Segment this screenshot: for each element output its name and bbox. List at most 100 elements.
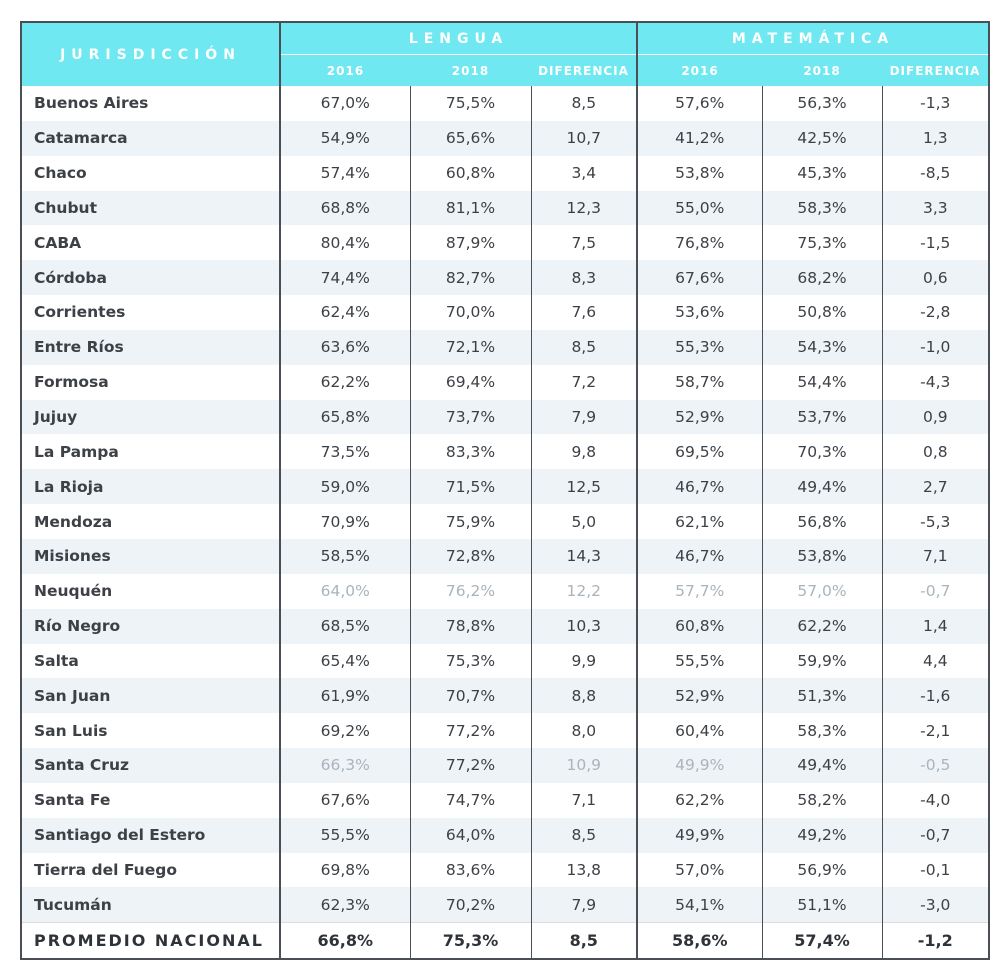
- total-lengua-2018-cell: 75,3%: [409, 922, 531, 960]
- jurisdiccion-cell: Chubut: [21, 190, 281, 226]
- lengua-diferencia-cell: 10,9: [530, 748, 638, 783]
- header-matematica-2016: 2016: [636, 54, 763, 86]
- matematica-2016-cell: 62,2%: [636, 782, 763, 818]
- matematica-diferencia-cell: -1,0: [881, 329, 990, 365]
- lengua-2016-cell: 65,8%: [279, 399, 410, 435]
- lengua-2018-cell: 77,2%: [409, 748, 531, 783]
- matematica-2016-cell: 53,6%: [636, 295, 763, 330]
- matematica-2018-cell: 54,4%: [761, 364, 883, 400]
- table-row: Tierra del Fuego 69,8% 83,6% 13,8 57,0% 56,9%…: [21, 852, 990, 888]
- lengua-2016-cell: 59,0%: [279, 469, 410, 505]
- lengua-2016-cell: 62,3%: [279, 887, 410, 923]
- matematica-2018-cell: 53,8%: [761, 538, 883, 574]
- table-row: Misiones 58,5% 72,8% 14,3 46,7% 53,8% 7,1: [21, 538, 990, 574]
- lengua-2016-cell: 73,5%: [279, 434, 410, 470]
- header-jurisdiccion: JURISDICCIÓN: [21, 22, 281, 86]
- matematica-2016-cell: 62,1%: [636, 504, 763, 539]
- jurisdiccion-cell: Misiones: [21, 538, 281, 574]
- matematica-2016-cell: 55,5%: [636, 643, 763, 679]
- matematica-2016-cell: 58,7%: [636, 364, 763, 400]
- jurisdiccion-cell: Catamarca: [21, 120, 281, 156]
- matematica-diferencia-cell: -8,5: [881, 155, 990, 191]
- jurisdiccion-cell: Salta: [21, 643, 281, 679]
- lengua-2016-cell: 67,6%: [279, 782, 410, 818]
- header-lengua: LENGUA: [280, 22, 638, 55]
- header-matematica-diferencia: DIFERENCIA: [882, 54, 990, 86]
- table-row: Corrientes 62,4% 70,0% 7,6 53,6% 50,8% -2,8: [21, 295, 990, 330]
- lengua-2018-cell: 83,6%: [409, 852, 531, 888]
- matematica-2016-cell: 57,0%: [636, 852, 763, 888]
- header-lengua-2018: 2018: [410, 54, 531, 86]
- jurisdiccion-cell: Chaco: [21, 155, 281, 191]
- jurisdiccion-cell: Buenos Aires: [21, 86, 281, 121]
- lengua-diferencia-cell: 8,0: [530, 713, 638, 749]
- lengua-2018-cell: 75,3%: [409, 643, 531, 679]
- jurisdiccion-cell: Corrientes: [21, 295, 281, 330]
- jurisdiccion-cell: San Luis: [21, 713, 281, 749]
- matematica-diferencia-cell: 4,4: [881, 643, 990, 679]
- matematica-2016-cell: 69,5%: [636, 434, 763, 470]
- table-header: JURISDICCIÓN LENGUA MATEMÁTICA 2016 2018…: [21, 22, 990, 86]
- table-row: Salta 65,4% 75,3% 9,9 55,5% 59,9% 4,4: [21, 643, 990, 679]
- table-row: Santa Fe 67,6% 74,7% 7,1 62,2% 58,2% -4,0: [21, 782, 990, 818]
- lengua-diferencia-cell: 10,3: [530, 608, 638, 644]
- lengua-2016-cell: 61,9%: [279, 678, 410, 714]
- lengua-2016-cell: 65,4%: [279, 643, 410, 679]
- lengua-2016-cell: 63,6%: [279, 329, 410, 365]
- matematica-diferencia-cell: 1,4: [881, 608, 990, 644]
- lengua-diferencia-cell: 8,5: [530, 86, 638, 121]
- matematica-diferencia-cell: -1,3: [881, 86, 990, 121]
- matematica-2018-cell: 49,4%: [761, 748, 883, 783]
- matematica-2016-cell: 60,4%: [636, 713, 763, 749]
- matematica-2016-cell: 76,8%: [636, 225, 763, 261]
- lengua-2018-cell: 73,7%: [409, 399, 531, 435]
- table-row: Entre Ríos 63,6% 72,1% 8,5 55,3% 54,3% -1,0: [21, 329, 990, 365]
- lengua-diferencia-cell: 14,3: [530, 538, 638, 574]
- total-matematica-2018-cell: 57,4%: [761, 922, 883, 960]
- lengua-2018-cell: 75,5%: [409, 86, 531, 121]
- promedio-nacional-label: PROMEDIO NACIONAL: [21, 922, 281, 960]
- table-row: Río Negro 68,5% 78,8% 10,3 60,8% 62,2% 1,4: [21, 608, 990, 644]
- matematica-2016-cell: 53,8%: [636, 155, 763, 191]
- table-row: Mendoza 70,9% 75,9% 5,0 62,1% 56,8% -5,3: [21, 504, 990, 539]
- matematica-diferencia-cell: -2,1: [881, 713, 990, 749]
- matematica-diferencia-cell: 1,3: [881, 120, 990, 156]
- total-matematica-2016-cell: 58,6%: [636, 922, 763, 960]
- lengua-2016-cell: 67,0%: [279, 86, 410, 121]
- matematica-diferencia-cell: 0,9: [881, 399, 990, 435]
- table-body: Buenos Aires 67,0% 75,5% 8,5 57,6% 56,3% -1,3 …: [21, 86, 990, 960]
- jurisdiccion-cell: Córdoba: [21, 260, 281, 296]
- lengua-diferencia-cell: 8,3: [530, 260, 638, 296]
- table-row: Formosa 62,2% 69,4% 7,2 58,7% 54,4% -4,3: [21, 364, 990, 400]
- matematica-2018-cell: 54,3%: [761, 329, 883, 365]
- matematica-diferencia-cell: -4,3: [881, 364, 990, 400]
- matematica-2018-cell: 53,7%: [761, 399, 883, 435]
- matematica-2016-cell: 41,2%: [636, 120, 763, 156]
- lengua-2018-cell: 72,8%: [409, 538, 531, 574]
- lengua-2018-cell: 76,2%: [409, 573, 531, 609]
- lengua-2018-cell: 75,9%: [409, 504, 531, 539]
- matematica-2018-cell: 56,3%: [761, 86, 883, 121]
- table-row: CABA 80,4% 87,9% 7,5 76,8% 75,3% -1,5: [21, 225, 990, 261]
- jurisdiccion-cell: Santiago del Estero: [21, 817, 281, 853]
- lengua-2016-cell: 80,4%: [279, 225, 410, 261]
- jurisdiccion-cell: Entre Ríos: [21, 329, 281, 365]
- lengua-2018-cell: 70,7%: [409, 678, 531, 714]
- table-row: Catamarca 54,9% 65,6% 10,7 41,2% 42,5% 1,3: [21, 120, 990, 156]
- table-row: Chubut 68,8% 81,1% 12,3 55,0% 58,3% 3,3: [21, 190, 990, 226]
- table-row: San Juan 61,9% 70,7% 8,8 52,9% 51,3% -1,6: [21, 678, 990, 714]
- table-row: Santiago del Estero 55,5% 64,0% 8,5 49,9% 49,…: [21, 817, 990, 853]
- matematica-2016-cell: 67,6%: [636, 260, 763, 296]
- header-lengua-2016: 2016: [280, 54, 410, 86]
- table-row: San Luis 69,2% 77,2% 8,0 60,4% 58,3% -2,1: [21, 713, 990, 749]
- results-table: JURISDICCIÓN LENGUA MATEMÁTICA 2016 2018…: [20, 21, 991, 961]
- table-row: Neuquén 64,0% 76,2% 12,2 57,7% 57,0% -0,7: [21, 573, 990, 609]
- header-matematica: MATEMÁTICA: [636, 22, 990, 55]
- jurisdiccion-cell: Tucumán: [21, 887, 281, 923]
- lengua-2016-cell: 69,8%: [279, 852, 410, 888]
- matematica-2018-cell: 45,3%: [761, 155, 883, 191]
- lengua-2016-cell: 62,4%: [279, 295, 410, 330]
- matematica-diferencia-cell: 0,8: [881, 434, 990, 470]
- lengua-2018-cell: 71,5%: [409, 469, 531, 505]
- jurisdiccion-cell: Formosa: [21, 364, 281, 400]
